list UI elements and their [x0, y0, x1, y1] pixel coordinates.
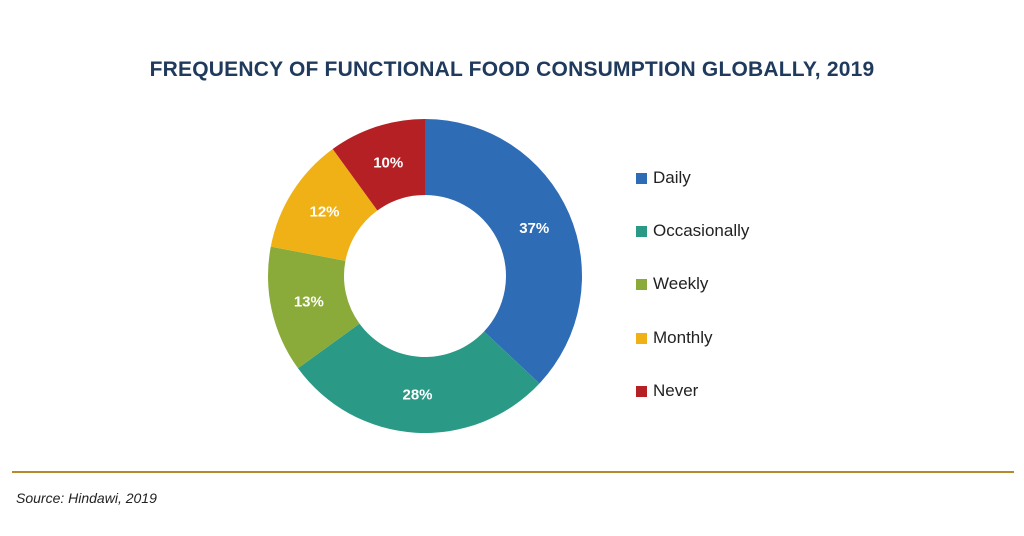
slice-occasionally [297, 323, 540, 433]
slice-label-occasionally: 28% [403, 386, 433, 403]
slice-label-daily: 37% [519, 220, 549, 237]
legend-item-weekly: Weekly [636, 274, 708, 294]
legend-label-weekly: Weekly [653, 274, 709, 293]
legend-item-monthly: Monthly [636, 328, 713, 348]
slice-label-monthly: 12% [310, 204, 340, 221]
chart-title: FREQUENCY OF FUNCTIONAL FOOD CONSUMPTION… [149, 58, 875, 81]
legend-item-daily: Daily [636, 168, 691, 188]
slice-label-never: 10% [373, 154, 403, 171]
legend-swatch-daily [636, 172, 647, 184]
slice-weekly [268, 246, 360, 369]
legend-label-daily: Daily [653, 168, 691, 187]
legend-item-never: Never [636, 381, 698, 401]
legend-label-monthly: Monthly [653, 328, 713, 347]
legend-item-occasionally: Occasionally [636, 221, 749, 241]
legend-swatch-weekly [636, 278, 647, 290]
slice-monthly [270, 148, 378, 261]
legend-label-never: Never [653, 381, 699, 400]
slice-daily [425, 119, 583, 384]
divider [12, 471, 1014, 473]
source-note: Source: Hindawi, 2019 [16, 490, 157, 506]
legend-swatch-occasionally [636, 225, 647, 237]
legend-swatch-monthly [636, 332, 647, 344]
slice-never [332, 119, 425, 211]
legend-label-occasionally: Occasionally [653, 221, 750, 240]
slice-label-weekly: 13% [294, 293, 324, 310]
legend-swatch-never [636, 385, 647, 397]
